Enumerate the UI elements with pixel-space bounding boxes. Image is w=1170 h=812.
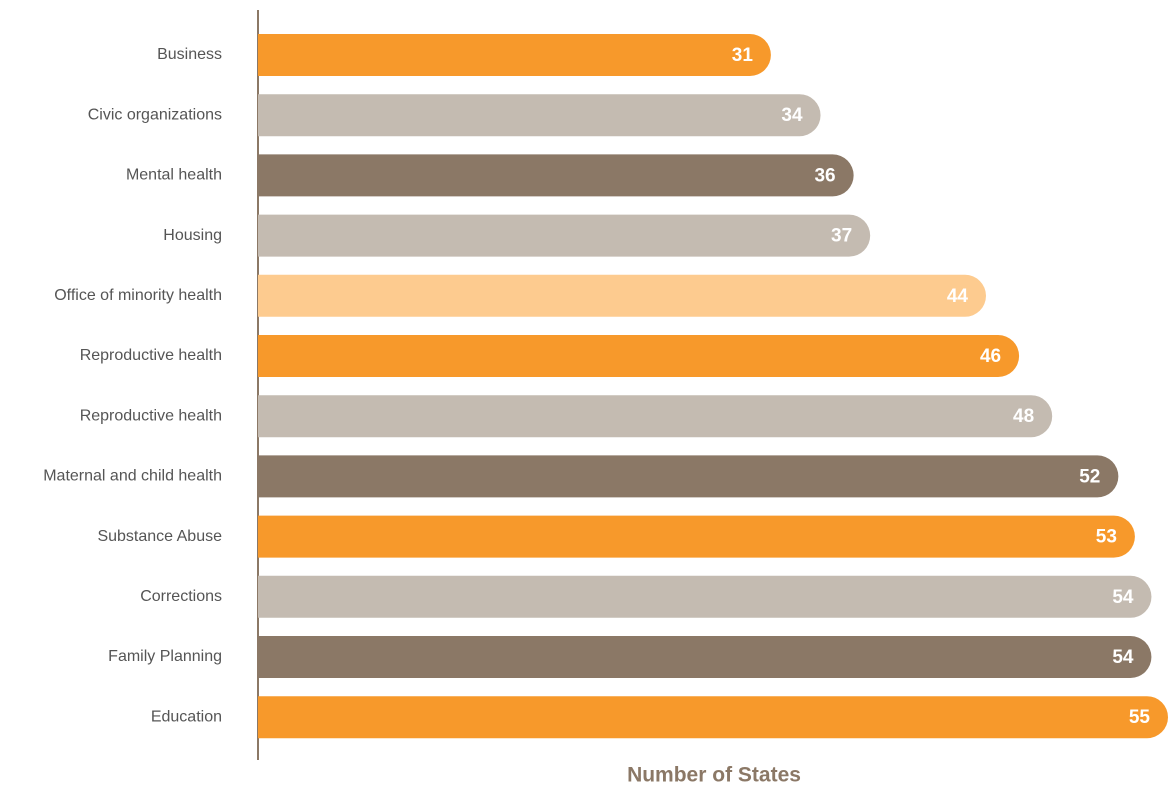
value-label: 54 [1112, 587, 1134, 608]
y-tick-label: Maternal and child health [43, 468, 222, 485]
bar [258, 94, 821, 137]
x-axis-label: Number of States [627, 764, 801, 787]
value-label: 34 [781, 105, 803, 126]
value-label: 53 [1096, 527, 1117, 548]
value-label: 55 [1129, 707, 1151, 728]
bar [258, 214, 871, 257]
y-tick-label: Corrections [140, 588, 222, 605]
y-tick-label: Civic organizations [88, 106, 222, 123]
bar [258, 515, 1135, 558]
bar [258, 696, 1168, 739]
value-label: 48 [1013, 406, 1034, 427]
value-label: 54 [1112, 647, 1134, 668]
bar [258, 575, 1152, 618]
y-tick-label: Education [151, 708, 222, 725]
y-tick-label: Office of minority health [54, 287, 222, 304]
y-tick-label: Reproductive health [80, 347, 222, 364]
y-tick-label: Mental health [126, 167, 222, 184]
value-label: 44 [947, 286, 969, 307]
bar [258, 455, 1119, 498]
y-tick-label: Reproductive health [80, 407, 222, 424]
value-label: 36 [814, 165, 835, 186]
value-label: 31 [732, 45, 754, 66]
bar [258, 154, 854, 197]
y-tick-label: Business [157, 46, 222, 63]
value-label: 52 [1079, 466, 1100, 487]
bar [258, 274, 986, 317]
bar [258, 395, 1053, 438]
y-tick-label: Housing [163, 227, 222, 244]
y-tick-label: Substance Abuse [97, 528, 222, 545]
value-label: 37 [831, 226, 852, 247]
y-tick-label: Family Planning [108, 648, 222, 665]
bar [258, 34, 771, 76]
bar [258, 636, 1152, 678]
bar [258, 335, 1020, 377]
value-label: 46 [980, 346, 1001, 367]
